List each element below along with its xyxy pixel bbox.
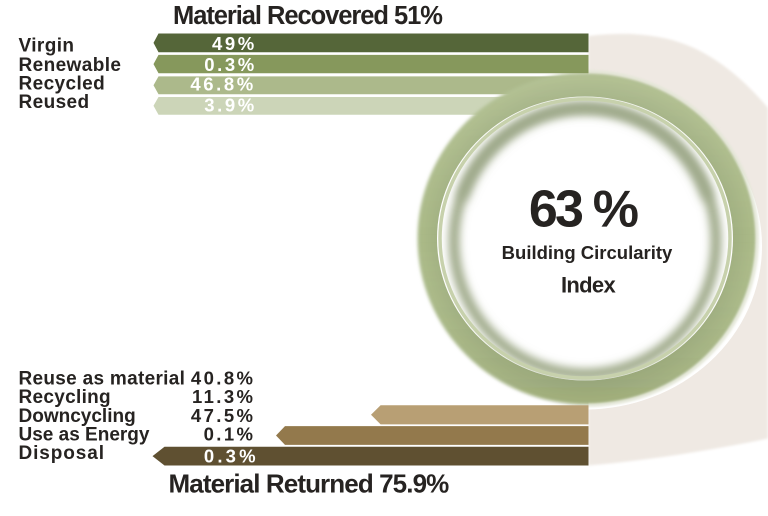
svg-text:Virgin: Virgin bbox=[19, 36, 75, 57]
svg-text:47.5%: 47.5% bbox=[191, 405, 255, 426]
svg-text:Index: Index bbox=[561, 273, 616, 298]
svg-text:63 %: 63 % bbox=[529, 181, 638, 239]
svg-text:0.1%: 0.1% bbox=[204, 423, 256, 444]
svg-text:Material Returned 75.9%: Material Returned 75.9% bbox=[169, 469, 450, 499]
svg-text:40.8%: 40.8% bbox=[191, 367, 255, 388]
svg-text:Recycled: Recycled bbox=[19, 74, 106, 95]
svg-text:Material Recovered 51%: Material Recovered 51% bbox=[173, 2, 442, 30]
svg-text:0.3%: 0.3% bbox=[204, 54, 257, 75]
svg-text:Building Circularity: Building Circularity bbox=[502, 242, 673, 263]
svg-text:Downcycling: Downcycling bbox=[19, 406, 136, 427]
svg-text:11.3%: 11.3% bbox=[192, 386, 255, 407]
svg-text:Reuse as material: Reuse as material bbox=[19, 368, 186, 389]
svg-text:Recycling: Recycling bbox=[19, 387, 111, 408]
svg-text:49%: 49% bbox=[212, 33, 257, 54]
svg-text:3.9%: 3.9% bbox=[204, 94, 257, 115]
svg-text:Use as Energy: Use as Energy bbox=[19, 424, 150, 445]
svg-text:Reused: Reused bbox=[19, 92, 90, 113]
svg-text:Disposal: Disposal bbox=[19, 443, 105, 464]
svg-text:0.3%: 0.3% bbox=[204, 445, 259, 466]
svg-text:46.8%: 46.8% bbox=[190, 73, 255, 94]
svg-text:Renewable: Renewable bbox=[19, 55, 122, 76]
